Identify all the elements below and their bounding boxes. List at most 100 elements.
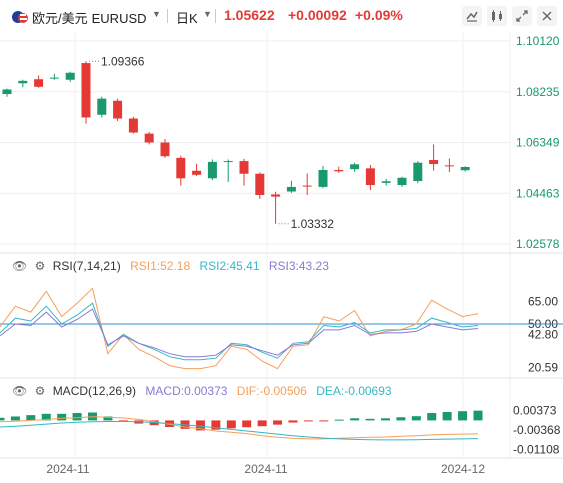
- eu-us-flag-icon: [12, 11, 28, 23]
- macd-histogram-bar: [350, 418, 360, 421]
- macd-histogram-bar: [380, 418, 390, 421]
- indicator-icon: [492, 10, 502, 22]
- price-change: +0.00092: [288, 7, 347, 23]
- macd-y-tick: -0.01108: [513, 443, 560, 457]
- candle: [239, 161, 249, 174]
- macd-histogram-bar: [57, 413, 67, 421]
- macd-histogram-bar: [411, 416, 421, 421]
- candle: [302, 185, 312, 187]
- candle: [128, 118, 138, 133]
- candle: [2, 89, 12, 95]
- y-tick-label: 1.10120: [516, 34, 560, 48]
- top-bar: 欧元/美元 EURUSD ▼ 日K ▼ 1.05622 +0.00092 +0.0…: [0, 0, 563, 32]
- current-price: 1.05622: [224, 7, 275, 23]
- macd-histogram-bar: [211, 420, 221, 430]
- y-tick-label: 1.04463: [516, 186, 560, 200]
- rsi1-value: RSI1:52.18: [130, 259, 191, 273]
- candle: [334, 169, 344, 172]
- macd-histogram-bar: [473, 410, 483, 421]
- macd-histogram-bar: [273, 420, 283, 425]
- candle: [381, 181, 391, 183]
- candle: [223, 161, 233, 163]
- symbol-label: EURUSD: [91, 11, 147, 26]
- high-annotation: 1.09366: [101, 54, 145, 68]
- candle: [81, 63, 91, 118]
- candle: [365, 168, 375, 186]
- y-tick-label: 1.08235: [516, 85, 560, 99]
- eye-icon[interactable]: 👁: [12, 384, 28, 398]
- macd-histogram-bar: [396, 417, 406, 421]
- divider: [215, 9, 216, 23]
- draw-line-button[interactable]: [462, 6, 482, 26]
- y-tick-label: 1.06349: [516, 136, 560, 150]
- candle: [271, 194, 281, 197]
- divider: [167, 9, 168, 23]
- macd-y-tick: 0.00373: [513, 404, 557, 418]
- macd-histogram-bar: [0, 417, 5, 421]
- rsi-legend: 👁 ⚙ RSI(7,14,21) RSI1:52.18 RSI2:45.41 R…: [12, 259, 329, 273]
- candle: [286, 186, 296, 192]
- period-selector[interactable]: 日K: [176, 11, 198, 26]
- candle: [350, 164, 360, 170]
- settings-icon: [542, 11, 552, 21]
- candle: [397, 177, 407, 186]
- candle: [429, 160, 439, 165]
- candle: [97, 98, 107, 115]
- candle: [160, 142, 170, 157]
- price-change-pct: +0.09%: [355, 7, 403, 23]
- settings-button[interactable]: [537, 6, 557, 26]
- macd-histogram-bar: [365, 418, 375, 421]
- candle: [144, 133, 154, 143]
- macd-histogram-bar: [103, 416, 113, 421]
- macd-histogram-bar: [288, 420, 298, 423]
- macd-histogram-bar: [26, 415, 36, 421]
- pair-selector[interactable]: 欧元/美元 EURUSD: [32, 8, 147, 27]
- rsi-series-line: [0, 287, 479, 370]
- eye-icon[interactable]: 👁: [12, 259, 28, 273]
- macd-histogram-bar: [442, 411, 452, 421]
- macd-histogram-bar: [242, 420, 252, 428]
- x-tick-label: 2024-11: [244, 462, 287, 476]
- rsi-y-tick: 20.59: [528, 361, 558, 375]
- macd-histogram-bar: [458, 411, 468, 421]
- rsi-y-tick: 42.80: [528, 328, 558, 342]
- candle: [460, 167, 470, 171]
- candle: [192, 170, 202, 175]
- rsi-y-tick: 65.00: [528, 295, 558, 309]
- gear-icon[interactable]: ⚙: [34, 259, 46, 273]
- rsi3-value: RSI3:43.23: [268, 259, 329, 273]
- macd-histogram-bar: [195, 420, 205, 431]
- macd-histogram-bar: [334, 419, 344, 421]
- low-annotation: 1.03332: [291, 217, 335, 231]
- gear-icon[interactable]: ⚙: [34, 384, 46, 398]
- chevron-down-icon[interactable]: ▼: [152, 9, 161, 19]
- macd-histogram-bar: [303, 420, 313, 422]
- candle: [34, 79, 44, 87]
- macd-histogram-bar: [319, 420, 329, 422]
- chevron-down-icon[interactable]: ▼: [203, 9, 212, 19]
- fullscreen-button[interactable]: [512, 6, 532, 26]
- rsi2-value: RSI2:45.41: [199, 259, 260, 273]
- dif-value: DIF:-0.00506: [236, 384, 307, 398]
- candle: [176, 157, 186, 179]
- dea-line: [0, 421, 479, 441]
- macd-y-tick: -0.00368: [513, 423, 561, 437]
- macd-value: MACD:0.00373: [145, 384, 228, 398]
- x-tick-label: 2024-12: [441, 462, 485, 476]
- candle: [444, 165, 454, 167]
- rsi-series-line: [0, 302, 479, 361]
- x-tick-label: 2024-11: [46, 462, 89, 476]
- candle: [207, 161, 217, 179]
- macd-histogram-bar: [226, 420, 236, 429]
- indicator-button[interactable]: [487, 6, 507, 26]
- draw-line-icon: [466, 11, 478, 22]
- candle: [49, 77, 59, 79]
- y-tick-label: 1.02578: [516, 237, 560, 251]
- candle: [18, 80, 28, 84]
- dif-line: [0, 416, 479, 440]
- candle: [113, 100, 123, 119]
- expand-icon: [516, 10, 528, 22]
- rsi-series-line: [0, 308, 479, 358]
- candle: [413, 162, 423, 181]
